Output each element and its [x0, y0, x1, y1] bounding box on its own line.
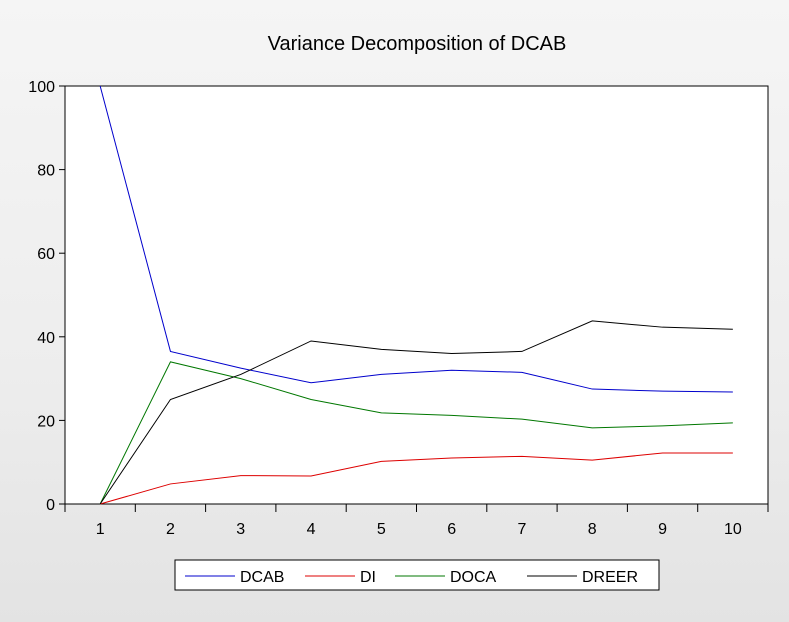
legend-label-dcab: DCAB: [240, 569, 284, 586]
x-tick-label: 2: [166, 521, 175, 538]
y-tick-label: 40: [37, 330, 55, 347]
y-tick-label: 80: [37, 163, 55, 180]
y-tick-label: 20: [37, 413, 55, 430]
legend-label-di: DI: [360, 569, 376, 586]
series-line-doca: [99, 361, 733, 505]
x-tick-label: 10: [724, 521, 742, 538]
y-tick-label: 0: [46, 497, 55, 514]
series-line-dcab: [99, 85, 733, 393]
x-tick-label: 9: [658, 521, 667, 538]
x-tick-label: 3: [236, 521, 245, 538]
series-lines: [99, 85, 733, 505]
x-tick-label: 1: [96, 521, 105, 538]
x-tick-label: 7: [517, 521, 526, 538]
series-line-di: [100, 452, 733, 505]
chart-title: Variance Decomposition of DCAB: [268, 33, 567, 55]
series-line-dreer: [99, 320, 733, 505]
x-tick-label: 8: [588, 521, 597, 538]
legend: [174, 559, 660, 591]
legend-items: DCAB DI DOCA DREER: [185, 569, 638, 586]
x-tick-label: 6: [447, 521, 456, 538]
legend-label-doca: DOCA: [450, 569, 497, 586]
legend-label-dreer: DREER: [582, 569, 638, 586]
x-tick-label: 5: [377, 521, 386, 538]
x-tick-label: 4: [307, 521, 316, 538]
x-axis: 1 2 3 4 5 6 7 8 9 10: [64, 504, 769, 538]
y-tick-label: 60: [37, 246, 55, 263]
y-tick-label: 100: [28, 79, 55, 96]
plot-area: [64, 85, 769, 505]
y-axis: 0 20 40 60 80 100: [28, 79, 65, 514]
